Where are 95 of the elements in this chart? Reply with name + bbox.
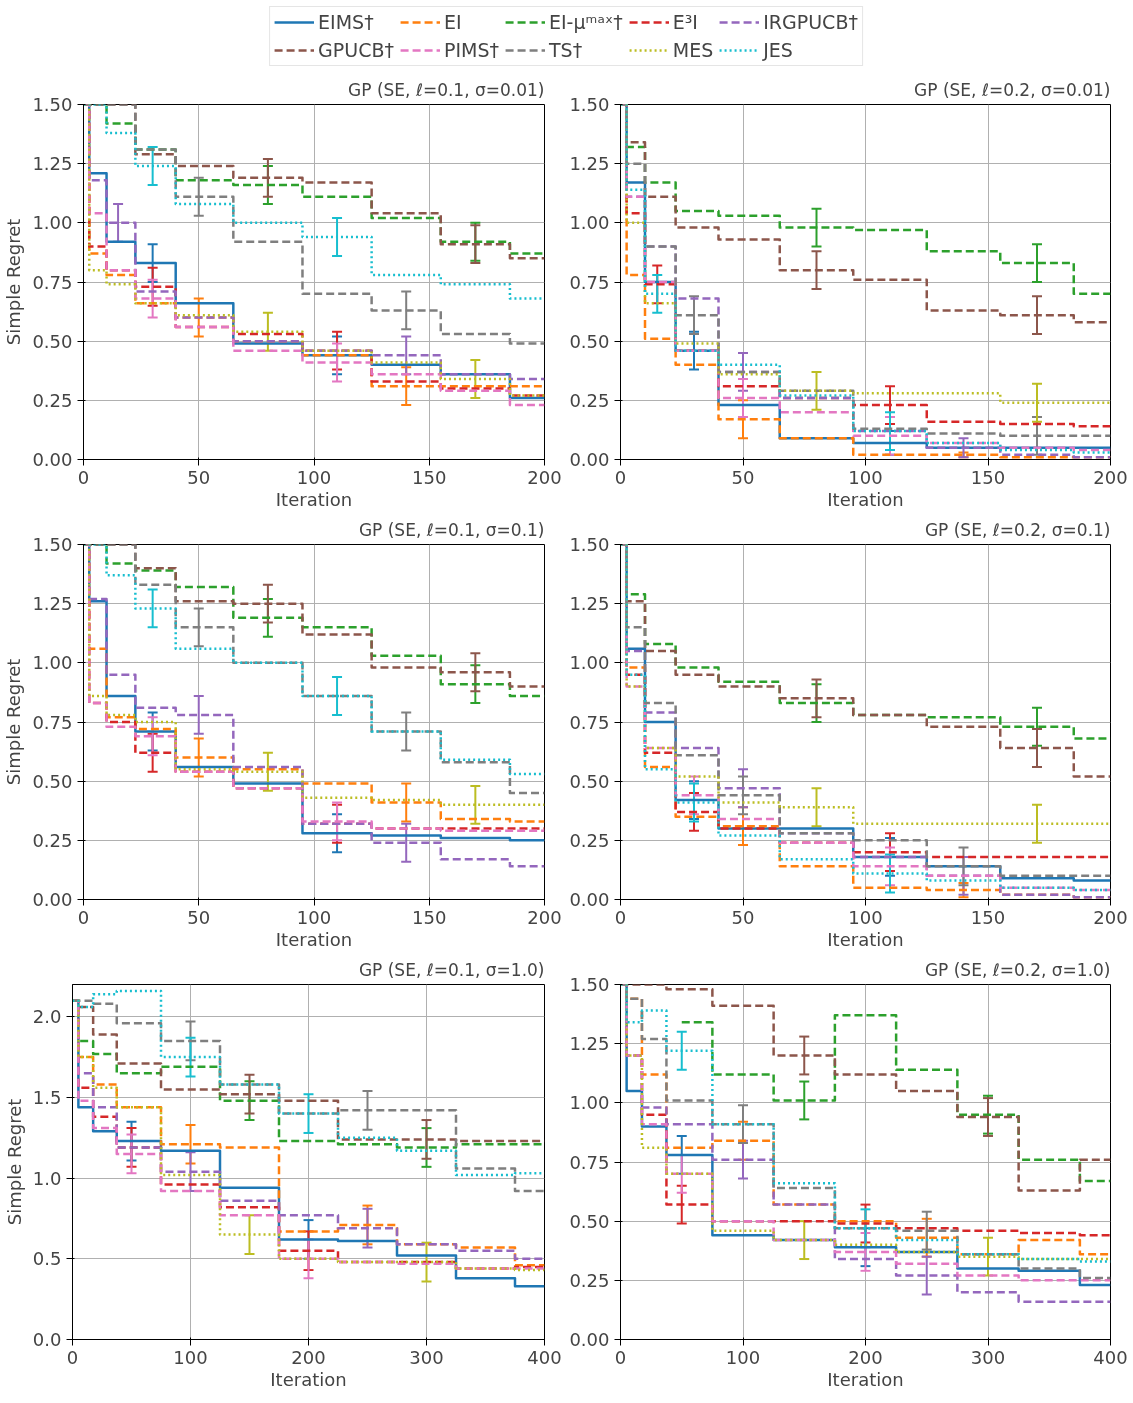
x-axis-title: Iteration — [827, 928, 904, 950]
y-tick-label: 0.50 — [32, 770, 73, 792]
x-tick-label: 50 — [731, 466, 755, 488]
y-tick-label: 1.25 — [569, 153, 610, 175]
x-axis-title: Iteration — [827, 488, 904, 510]
y-tick-label: 2.0 — [32, 1006, 62, 1028]
legend-label: JES — [763, 39, 793, 61]
y-tick-label: 0.25 — [32, 389, 73, 411]
chart-title: GP (SE, ℓ=0.2, σ=1.0) — [924, 959, 1111, 980]
x-axis-title: Iteration — [270, 1368, 347, 1390]
x-tick-label: 200 — [291, 1346, 326, 1368]
x-tick-label: 200 — [1093, 466, 1128, 488]
x-tick-label: 100 — [173, 1346, 208, 1368]
x-tick-label: 0 — [66, 1346, 79, 1368]
legend-label: IRGPUCB† — [763, 11, 858, 33]
y-tick-label: 0.0 — [32, 1329, 62, 1350]
x-tick-label: 0 — [614, 1346, 627, 1368]
x-tick-label: 300 — [970, 1346, 1006, 1368]
y-tick-label: 0.50 — [32, 330, 73, 352]
y-axis-title: Simple Regret — [3, 1098, 25, 1226]
y-axis-title: Simple Regret — [3, 658, 25, 786]
legend-label: PIMS† — [443, 39, 499, 61]
x-axis-title: Iteration — [275, 928, 353, 950]
y-tick-label: 1.5 — [32, 1086, 62, 1108]
x-axis-title: Iteration — [275, 488, 353, 510]
y-tick-label: 1.50 — [569, 94, 610, 115]
x-tick-label: 200 — [848, 1346, 883, 1368]
chart-title: GP (SE, ℓ=0.1, σ=1.0) — [358, 959, 545, 980]
y-tick-label: 0.25 — [569, 389, 610, 411]
y-tick-label: 0.25 — [32, 829, 73, 851]
y-tick-label: 1.00 — [569, 212, 610, 234]
legend-label: GPUCB† — [318, 39, 394, 61]
legend-label: EI — [443, 11, 463, 33]
y-tick-label: 0.75 — [569, 711, 610, 733]
chart-title: GP (SE, ℓ=0.1, σ=0.1) — [358, 519, 545, 540]
legend-label: E³I — [672, 11, 698, 33]
x-tick-label: 0 — [614, 466, 627, 488]
x-tick-label: 400 — [527, 1346, 562, 1368]
x-tick-label: 100 — [848, 466, 883, 488]
legend-label: EIMS† — [318, 11, 374, 33]
y-tick-label: 1.25 — [32, 153, 73, 175]
y-tick-label: 0.50 — [569, 1210, 610, 1232]
y-tick-label: 0.00 — [569, 1329, 610, 1350]
y-tick-label: 0.5 — [32, 1248, 62, 1270]
y-tick-label: 1.00 — [569, 652, 610, 674]
y-tick-label: 1.00 — [569, 1092, 610, 1114]
x-tick-label: 50 — [731, 906, 755, 928]
x-tick-label: 150 — [412, 466, 447, 488]
x-tick-label: 400 — [1093, 1346, 1128, 1368]
y-tick-label: 1.50 — [32, 534, 73, 555]
x-tick-label: 100 — [296, 906, 332, 928]
y-tick-label: 0.25 — [569, 1269, 610, 1291]
x-tick-label: 300 — [409, 1346, 444, 1368]
y-tick-label: 1.25 — [569, 593, 610, 615]
y-tick-label: 0.75 — [569, 271, 610, 293]
y-tick-label: 1.25 — [32, 593, 73, 615]
y-tick-label: 0.50 — [569, 330, 610, 352]
y-tick-label: 0.75 — [32, 711, 73, 733]
legend-label: MES — [672, 39, 714, 61]
x-tick-label: 0 — [77, 906, 90, 928]
x-tick-label: 100 — [725, 1346, 761, 1368]
legend-label: EI-μᵐᵃˣ† — [548, 11, 623, 33]
chart-title: GP (SE, ℓ=0.1, σ=0.01) — [348, 79, 545, 100]
x-tick-label: 0 — [77, 466, 90, 488]
x-tick-label: 50 — [187, 466, 211, 488]
y-tick-label: 1.50 — [32, 94, 73, 115]
x-tick-label: 200 — [1093, 906, 1128, 928]
x-tick-label: 150 — [970, 466, 1006, 488]
x-tick-label: 200 — [527, 906, 562, 928]
x-tick-label: 100 — [848, 906, 883, 928]
y-tick-label: 0.50 — [569, 770, 610, 792]
x-tick-label: 200 — [527, 466, 562, 488]
y-tick-label: 1.0 — [32, 1167, 62, 1189]
x-tick-label: 100 — [296, 466, 332, 488]
y-tick-label: 1.25 — [569, 1033, 610, 1055]
y-tick-label: 1.00 — [32, 212, 73, 234]
y-tick-label: 0.75 — [569, 1151, 610, 1173]
x-tick-label: 0 — [614, 906, 627, 928]
x-tick-label: 50 — [187, 906, 211, 928]
y-axis-title: Simple Regret — [3, 218, 25, 346]
x-axis-title: Iteration — [827, 1368, 904, 1390]
y-tick-label: 1.00 — [32, 652, 73, 674]
chart-title: GP (SE, ℓ=0.2, σ=0.01) — [914, 79, 1111, 100]
legend-label: TS† — [548, 39, 583, 61]
x-tick-label: 150 — [412, 906, 447, 928]
y-tick-label: 1.50 — [569, 534, 610, 555]
y-tick-label: 1.50 — [569, 974, 610, 995]
y-tick-label: 0.00 — [569, 889, 610, 910]
y-tick-label: 0.00 — [569, 449, 610, 470]
y-tick-label: 0.00 — [32, 889, 73, 910]
y-tick-label: 0.00 — [32, 449, 73, 470]
y-tick-label: 0.25 — [569, 829, 610, 851]
chart-title: GP (SE, ℓ=0.2, σ=0.1) — [924, 519, 1111, 540]
x-tick-label: 150 — [970, 906, 1006, 928]
y-tick-label: 0.75 — [32, 271, 73, 293]
